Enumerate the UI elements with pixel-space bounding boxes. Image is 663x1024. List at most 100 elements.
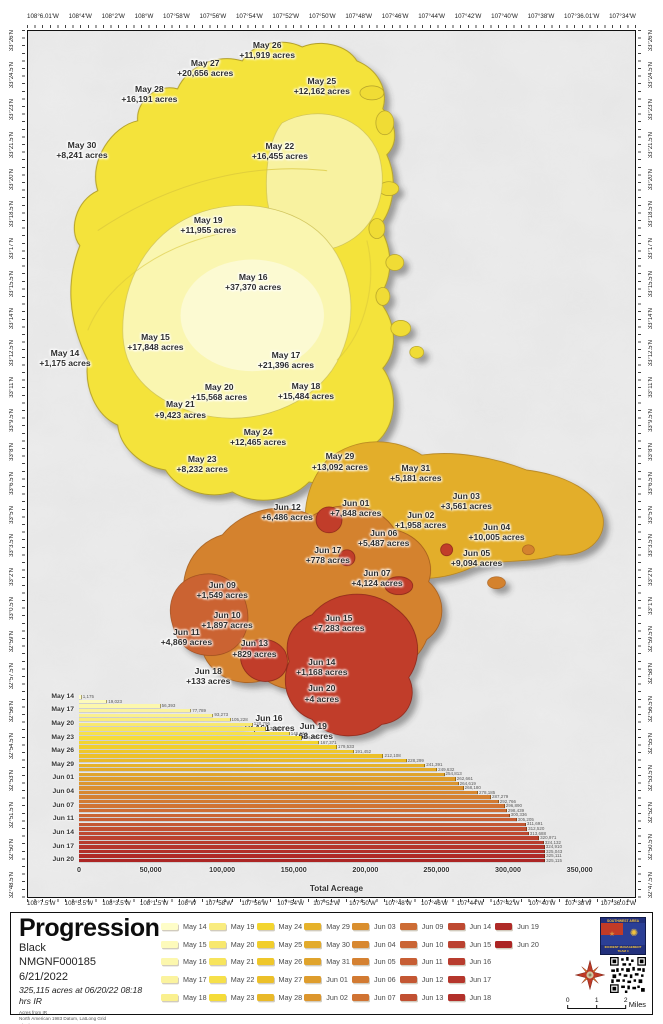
map-date-labels: May 14 +1,175 acres May 15 +17,848 acres… (28, 31, 635, 897)
latitude-label: 32°53.5'N (648, 765, 654, 792)
qr-code (610, 956, 646, 993)
cumulative-bar (79, 859, 546, 863)
y-axis-date-label: Jun 01 (52, 774, 74, 782)
latitude-label: 32°50.5'N (648, 834, 654, 861)
date-acreage-label: May 22 +16,455 acres (252, 140, 308, 160)
label-date: Jun 06 (370, 527, 398, 538)
cumulative-bar (79, 831, 529, 836)
bar-row: May 14 1,175 (38, 693, 594, 700)
bar-value-label: 313,688 (529, 830, 547, 836)
legend-date-label: Jun 20 (517, 939, 539, 949)
cumulative-bar (79, 836, 540, 840)
legend-color-swatch (161, 976, 178, 984)
map-title-panel: Progression Black NMGNF000185 6/21/2022 … (10, 912, 653, 1024)
latitude-label: 33°5'N (648, 505, 654, 524)
bar-value-label: 146,674 (290, 730, 308, 736)
label-acres: +15,568 acres (191, 392, 248, 403)
label-acres: +8,241 acres (56, 149, 108, 160)
metadata-note: 6/21/2022 0841 MDT (19, 1023, 153, 1024)
longitude-label: 107°40'W (491, 13, 518, 20)
scale-tick: 2 (624, 997, 628, 1009)
x-axis-title: Total Acreage (309, 884, 364, 893)
bar-row: Jun 11 305,205 (38, 816, 594, 823)
label-date: Jun 16 (255, 712, 283, 723)
bar-value-label: 254,813 (445, 771, 462, 777)
legend-entry: Jun 19 (495, 922, 541, 931)
date-acreage-label: Jun 17 +778 acres (306, 545, 350, 565)
label-date: May 24 (243, 427, 273, 437)
legend-color-swatch (208, 958, 226, 966)
legend-color-swatch (495, 923, 513, 931)
bar-track: 320,971 (79, 835, 594, 841)
bar-value-label: 296,890 (505, 803, 522, 809)
bar-value-label: 268,180 (464, 785, 481, 791)
latitude-label: 32°56'N (9, 700, 15, 722)
latitude-label: 32°59.5'N (648, 626, 654, 653)
date-acreage-label: Jun 09 +1,549 acres (197, 579, 248, 599)
legend-entry: May 22 (208, 975, 255, 984)
longitude-label: 107°48'W (345, 13, 373, 20)
label-date: May 28 (135, 84, 164, 95)
x-axis-tick-label: 50,000 (139, 865, 162, 874)
bar-track: 241,391 (79, 762, 594, 768)
latitude-label: 33°12.5'N (648, 339, 654, 367)
legend-color-swatch (352, 976, 369, 984)
label-date: Jun 05 (462, 547, 491, 558)
bar-track: 120,796 (79, 721, 594, 727)
x-axis-tick-label: 200,000 (352, 865, 379, 874)
label-acres: +10,005 acres (468, 531, 525, 542)
bar-track: 313,688 (79, 831, 594, 836)
cumulative-bar (79, 808, 507, 813)
cumulative-bar (79, 777, 456, 781)
title-block: Progression Black NMGNF000185 6/21/2022 … (19, 916, 160, 1024)
bar-track: 105,228 (79, 716, 594, 723)
bar-track: 179,533 (79, 744, 594, 750)
bar-row: 228,299 (38, 758, 594, 763)
legend-date-label: Jun 17 (469, 975, 492, 985)
latitude-label: 33°8'N (648, 442, 654, 461)
legend-date-label: Jun 02 (326, 992, 348, 1002)
bar-value-label: 287,279 (491, 794, 509, 800)
bar-track: 305,205 (79, 817, 594, 823)
latitude-label: 32°50'N (9, 839, 15, 861)
label-acres: +21,396 acres (257, 360, 315, 371)
cumulative-bar (79, 754, 384, 758)
cumulative-bar (79, 699, 108, 704)
bar-row: 212,108 (38, 753, 594, 759)
date-acreage-label: Jun 07 +4,124 acres (351, 568, 402, 588)
x-axis-tick-label: 250,000 (423, 865, 450, 874)
longitude-label: 108°4'W (68, 13, 92, 20)
latitude-label: 33°14'N (9, 307, 15, 329)
date-acreage-label: May 23 +8,232 acres (177, 454, 228, 474)
bar-row: 311,691 (38, 821, 594, 827)
cumulative-bar (79, 758, 407, 763)
latitude-label: 33°15.5'N (648, 270, 654, 297)
label-acres: +778 acres (305, 554, 350, 565)
longitude-label: 107°42'W (492, 900, 520, 907)
bar-value-label: 191,452 (354, 748, 372, 754)
longitude-labels-bottom: 108°7.5'W 108°5.5'W 108°3.5'W 108°1.5'W 108°… (27, 900, 636, 907)
legend-entry: Jun 20 (495, 940, 541, 949)
cumulative-bar (79, 813, 510, 817)
label-date: Jun 20 (308, 683, 336, 694)
legend-date-label: May 30 (326, 939, 350, 949)
legend-entry: Jun 09 (399, 922, 446, 931)
bar-row: May 26 191,452 (38, 747, 594, 754)
bar-track: 262,661 (79, 776, 594, 782)
longitude-label: 107°36.01'W (600, 900, 636, 907)
longitude-label: 107°52'W (272, 13, 300, 20)
bottom-tick-ruler (27, 899, 636, 902)
legend-color-swatch (256, 940, 274, 948)
latitude-label: 32°54.5'N (9, 732, 15, 760)
bar-value-label: 105,228 (231, 716, 248, 722)
legend-entry: May 18 (161, 993, 207, 1002)
label-date: May 16 (238, 271, 268, 282)
legend-color-swatch (352, 923, 369, 931)
bar-row: 130,219 (38, 726, 594, 732)
legend-color-swatch (399, 958, 417, 966)
bar-row: 268,180 (38, 785, 594, 791)
date-acreage-label: May 24 +12,465 acres (230, 427, 286, 447)
label-acres: +1,175 acres (39, 358, 91, 369)
date-acreage-label: May 30 +8,241 acres (56, 140, 107, 160)
latitude-labels-right: 33°26'N 33°24.5'N 33°23'N 33°21.5'N 33°20'N 3… (644, 30, 658, 898)
